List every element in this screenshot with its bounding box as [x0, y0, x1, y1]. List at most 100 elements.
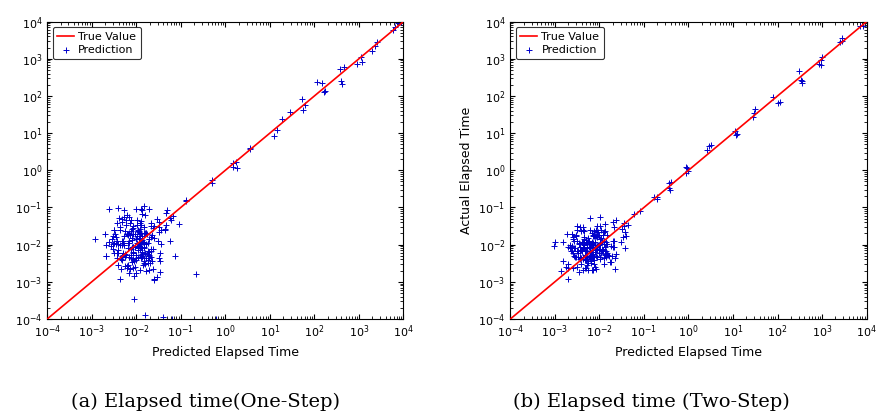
Prediction	[142, 236, 156, 242]
Prediction	[580, 239, 594, 246]
Prediction	[575, 244, 590, 251]
True Value	[343, 66, 353, 71]
Prediction	[581, 255, 595, 262]
Prediction	[135, 249, 149, 255]
Prediction	[189, 271, 203, 277]
Prediction	[593, 223, 607, 229]
Prediction	[566, 250, 581, 256]
Prediction	[298, 102, 312, 108]
True Value	[723, 134, 734, 139]
Prediction	[370, 39, 384, 46]
Prediction	[568, 254, 582, 260]
Prediction	[588, 263, 602, 270]
Prediction	[153, 268, 167, 275]
Prediction	[592, 249, 607, 256]
Prediction	[567, 238, 582, 245]
Prediction	[141, 240, 155, 247]
Prediction	[163, 216, 178, 223]
Prediction	[142, 236, 156, 242]
Prediction	[615, 226, 629, 232]
Prediction	[134, 254, 148, 261]
Prediction	[815, 54, 830, 60]
Prediction	[88, 236, 103, 242]
Prediction	[121, 232, 136, 239]
Prediction	[124, 216, 138, 223]
Prediction	[135, 251, 149, 258]
Prediction	[130, 240, 145, 247]
Prediction	[747, 113, 761, 120]
Prediction	[581, 234, 595, 241]
Prediction	[588, 242, 602, 249]
Prediction	[590, 254, 604, 260]
Prediction	[141, 257, 155, 263]
Prediction	[594, 248, 608, 254]
Prediction	[598, 228, 612, 235]
Prediction	[125, 235, 139, 241]
Prediction	[107, 250, 121, 256]
Prediction	[599, 240, 613, 247]
Prediction	[147, 275, 161, 282]
Prediction	[600, 231, 615, 238]
Prediction	[576, 242, 591, 249]
Prediction	[584, 254, 599, 261]
Prediction	[576, 244, 591, 250]
Prediction	[130, 228, 145, 234]
Prediction	[147, 234, 161, 241]
Prediction	[136, 262, 150, 268]
Prediction	[334, 81, 349, 87]
Prediction	[158, 227, 172, 233]
Prediction	[699, 147, 714, 153]
Prediction	[336, 64, 351, 70]
Prediction	[590, 233, 604, 239]
True Value	[42, 316, 53, 321]
Prediction	[115, 256, 129, 263]
Prediction	[702, 143, 716, 149]
Prediction	[835, 35, 849, 41]
Prediction	[126, 249, 140, 256]
Prediction	[108, 231, 122, 237]
Prediction	[571, 248, 585, 254]
Prediction	[145, 248, 159, 254]
Prediction	[133, 247, 147, 253]
Prediction	[548, 243, 562, 250]
Prediction	[131, 240, 145, 246]
Prediction	[116, 239, 130, 246]
Prediction	[582, 256, 597, 262]
Prediction	[104, 243, 119, 250]
Prediction	[334, 78, 348, 85]
Prediction	[569, 233, 583, 240]
Prediction	[795, 78, 809, 85]
Prediction	[391, 20, 405, 26]
Prediction	[568, 254, 582, 261]
Prediction	[107, 240, 121, 246]
Prediction	[606, 238, 620, 245]
Prediction	[649, 195, 664, 202]
Prediction	[618, 229, 632, 235]
Prediction	[145, 265, 160, 272]
Prediction	[128, 244, 142, 250]
Prediction	[649, 194, 664, 200]
Prediction	[580, 245, 594, 252]
Prediction	[580, 255, 594, 262]
Prediction	[577, 247, 591, 253]
Prediction	[581, 258, 595, 264]
Prediction	[269, 127, 284, 134]
Prediction	[589, 247, 603, 253]
Prediction	[679, 164, 693, 170]
True Value	[398, 19, 409, 24]
Prediction	[128, 231, 142, 238]
Prediction	[573, 254, 587, 260]
Prediction	[128, 256, 143, 263]
Prediction	[568, 231, 582, 238]
Prediction	[565, 244, 579, 250]
Prediction	[124, 259, 138, 265]
Prediction	[604, 259, 618, 266]
Prediction	[574, 228, 588, 235]
Prediction	[578, 257, 592, 263]
True Value	[716, 141, 727, 145]
Prediction	[122, 254, 136, 260]
Prediction	[576, 267, 591, 273]
Legend: True Value, Prediction: True Value, Prediction	[53, 27, 141, 59]
Prediction	[134, 217, 148, 224]
Prediction	[134, 238, 148, 245]
